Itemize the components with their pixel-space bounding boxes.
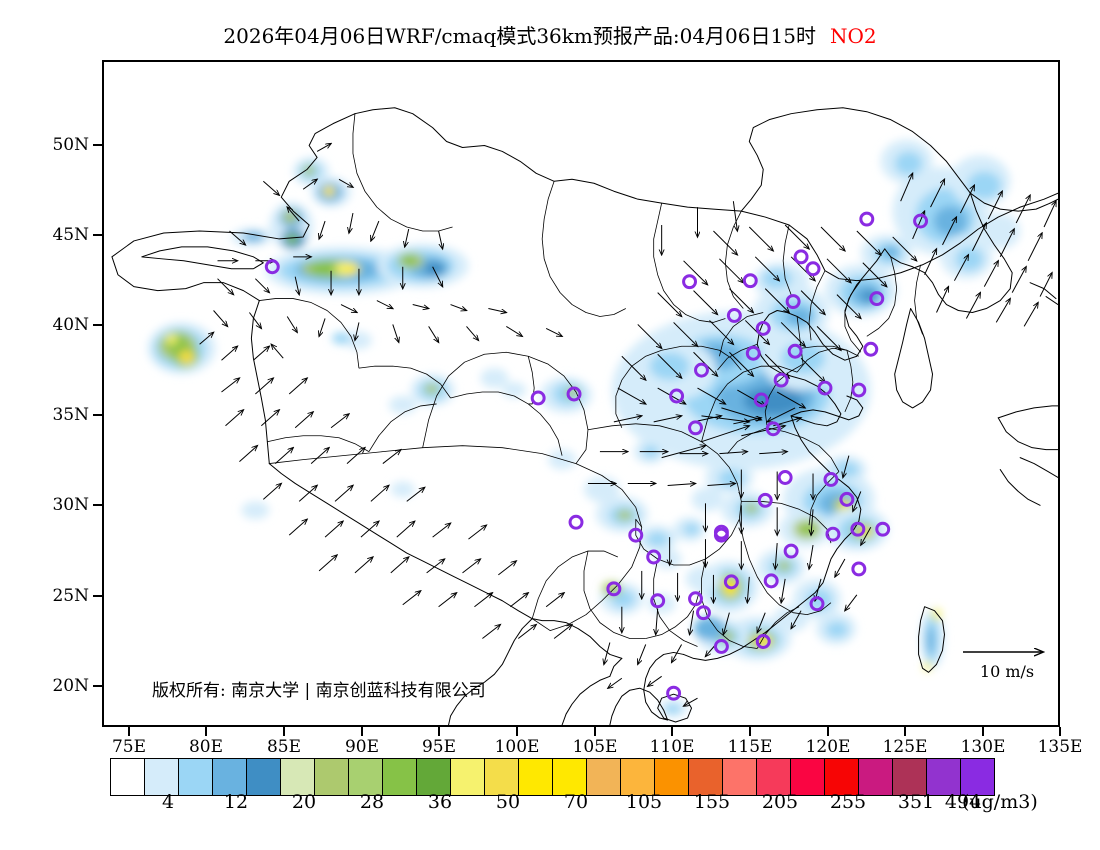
xtick-label-85e: 85E [266,737,302,757]
colorbar-cell [417,759,451,795]
title-species-label: NO2 [829,24,877,48]
ytick-label-45n: 45N [52,225,89,245]
xtick-label-125e: 125E [882,737,928,757]
ytick-mark-45n [93,234,102,236]
map-plot-area [102,60,1060,727]
ytick-mark-30n [93,504,102,506]
colorbar-label-12: 12 [223,791,249,813]
ytick-mark-25n [93,595,102,597]
colorbar [110,758,995,796]
colorbar-cell [621,759,655,795]
colorbar-label-20: 20 [291,791,317,813]
colorbar-cell [315,759,349,795]
colorbar-cell [383,759,417,795]
xtick-mark-130e [982,727,984,736]
colorbar-label-494: 494 [944,791,982,813]
map-coastline-and-borders [111,107,1058,725]
colorbar-label-351: 351 [897,791,935,813]
ytick-label-50n: 50N [52,135,89,155]
colorbar-cell [247,759,281,795]
colorbar-label-255: 255 [829,791,867,813]
ytick-label-35n: 35N [52,405,89,425]
xtick-label-115e: 115E [727,737,773,757]
colorbar-label-50: 50 [495,791,521,813]
xtick-label-90e: 90E [344,737,380,757]
colorbar-swatches [110,758,995,796]
ytick-label-20n: 20N [52,676,89,696]
xtick-mark-115e [749,727,751,736]
colorbar-cell [111,759,145,795]
xtick-label-135e: 135E [1037,737,1083,757]
colorbar-cell [927,759,961,795]
colorbar-cell [859,759,893,795]
colorbar-cell [451,759,485,795]
colorbar-cell [281,759,315,795]
xtick-label-130e: 130E [960,737,1006,757]
colorbar-cell [145,759,179,795]
xtick-mark-110e [671,727,673,736]
colorbar-cell [213,759,247,795]
ytick-label-30n: 30N [52,495,89,515]
page-title: 2026年04月06日WRF/cmaq模式36km预报产品:04月06日15时 N… [0,20,1100,49]
no2-concentration-field [147,139,1021,718]
colorbar-cell [655,759,689,795]
colorbar-cell [689,759,723,795]
wind-vector-field [199,144,1056,707]
colorbar-cell [961,759,994,795]
xtick-mark-85e [283,727,285,736]
colorbar-label-205: 205 [761,791,799,813]
colorbar-cell [723,759,757,795]
ytick-label-25n: 25N [52,586,89,606]
xtick-label-80e: 80E [188,737,224,757]
colorbar-cell [757,759,791,795]
ytick-mark-40n [93,324,102,326]
colorbar-cell [825,759,859,795]
colorbar-cell [349,759,383,795]
xtick-mark-80e [205,727,207,736]
ytick-label-40n: 40N [52,315,89,335]
colorbar-cell [179,759,213,795]
xtick-mark-135e [1059,727,1061,736]
xtick-mark-90e [361,727,363,736]
colorbar-label-70: 70 [563,791,589,813]
xtick-mark-105e [594,727,596,736]
colorbar-label-4: 4 [161,791,175,813]
xtick-label-120e: 120E [805,737,851,757]
xtick-label-100e: 100E [494,737,540,757]
ytick-mark-20n [93,685,102,687]
colorbar-cell [485,759,519,795]
colorbar-label-155: 155 [693,791,731,813]
colorbar-cell [893,759,927,795]
ytick-mark-50n [93,144,102,146]
colorbar-cell [791,759,825,795]
colorbar-cell [519,759,553,795]
xtick-label-75e: 75E [111,737,147,757]
xtick-label-105e: 105E [572,737,618,757]
colorbar-label-36: 36 [427,791,453,813]
map-svg [111,107,1058,725]
xtick-label-95e: 95E [421,737,457,757]
xtick-mark-125e [904,727,906,736]
wind-scale-label: 10 m/s [979,662,1035,681]
colorbar-units-label: (ug/m3) [962,791,1038,813]
xtick-mark-100e [516,727,518,736]
ytick-mark-35n [93,414,102,416]
province-boundaries [259,113,923,649]
colorbar-label-28: 28 [359,791,385,813]
station-markers [264,211,929,701]
xtick-label-110e: 110E [649,737,695,757]
xtick-mark-75e [128,727,130,736]
xtick-mark-95e [438,727,440,736]
copyright-notice: 版权所有: 南京大学 | 南京创蓝科技有限公司 [152,681,486,701]
colorbar-cell [587,759,621,795]
title-main-text: 2026年04月06日WRF/cmaq模式36km预报产品:04月06日15时 [223,24,816,48]
colorbar-label-105: 105 [625,791,663,813]
xtick-mark-120e [827,727,829,736]
colorbar-cell [553,759,587,795]
wind-scale-arrow [963,640,1055,686]
